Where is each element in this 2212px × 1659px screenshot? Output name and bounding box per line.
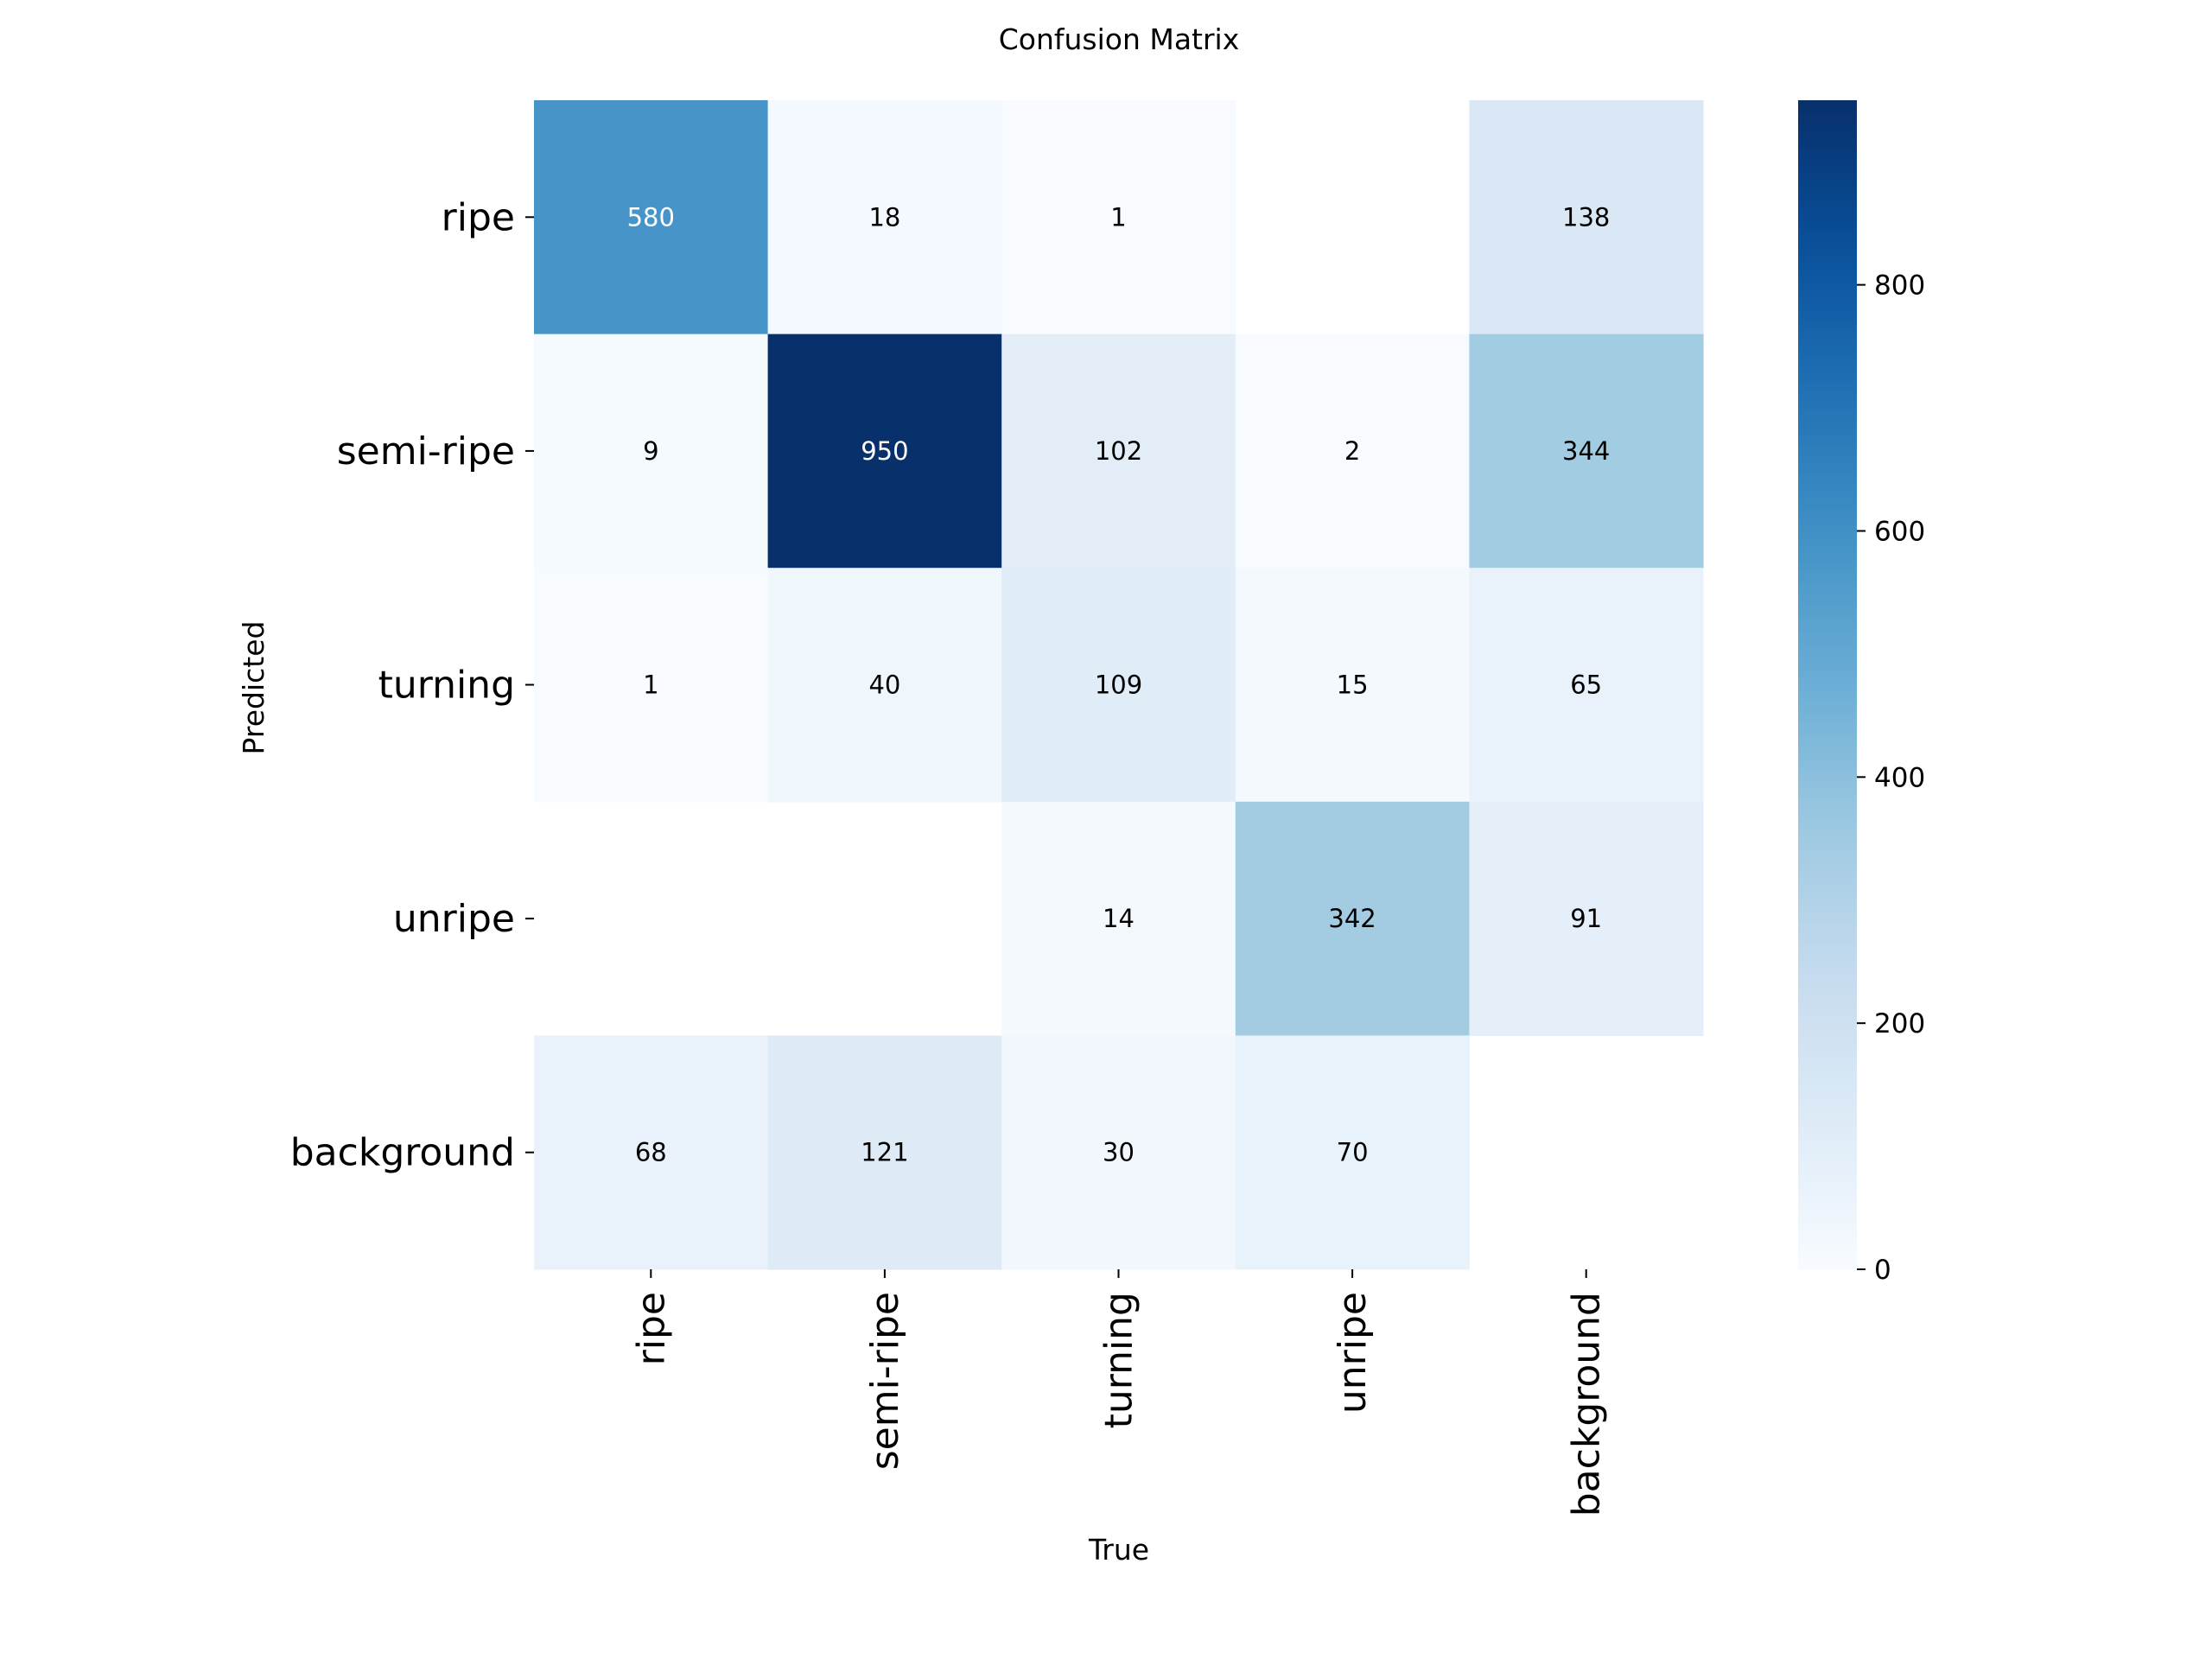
colorbar-gradient [1798, 100, 1857, 1269]
cell-value-label: 344 [1562, 436, 1610, 466]
heatmap-cell-background-unripe [1235, 1035, 1470, 1270]
colorbar-tick-label: 200 [1874, 1008, 1925, 1039]
heatmap-cell-semi-ripe-unripe [1235, 334, 1470, 569]
cell-value-label: 950 [861, 436, 908, 466]
cell-value-label: 40 [868, 671, 900, 700]
cell-value-label: 102 [1095, 436, 1142, 466]
cell-value-label: 91 [1570, 904, 1602, 933]
heatmap-cell-unripe-background [1469, 801, 1704, 1036]
colorbar-tick-label: 0 [1874, 1255, 1891, 1286]
heatmap-cell-turning-semi-ripe [767, 568, 1002, 803]
colorbar: 0 200 400 600 800 [1798, 100, 1925, 1286]
cell-value-label: 30 [1103, 1138, 1135, 1167]
y-tick-label-background: background [290, 1131, 515, 1175]
y-axis: ripe semi-ripe turning unripe background [290, 195, 534, 1175]
heatmap-cell-unripe-turning [1001, 801, 1236, 1036]
x-tick-label-background: background [1565, 1292, 1609, 1516]
heatmap-cells: 580 18 1 138 9 950 102 2 344 1 40 109 15 65 14 342 91 68 1… [534, 100, 1704, 1270]
cell-value-label: 1 [1110, 202, 1126, 232]
cell-value-label: 580 [627, 202, 675, 232]
x-tick-label-semi-ripe: semi-ripe [863, 1292, 907, 1470]
cell-value-label: 65 [1570, 671, 1602, 700]
heatmap-cell-ripe-turning [1001, 100, 1236, 335]
cell-value-label: 109 [1095, 671, 1142, 700]
y-tick-label-semi-ripe: semi-ripe [337, 429, 515, 474]
heatmap-cell-ripe-background [1469, 100, 1704, 335]
heatmap-cell-unripe-unripe [1235, 801, 1470, 1036]
heatmap-cell-background-ripe [534, 1035, 769, 1270]
cell-value-label: 138 [1562, 202, 1610, 232]
heatmap-cell-turning-unripe [1235, 568, 1470, 803]
cell-value-label: 342 [1328, 904, 1376, 933]
chart-title: Confusion Matrix [999, 22, 1240, 56]
heatmap-cell-turning-ripe [534, 568, 769, 803]
heatmap-cell-ripe-semi-ripe [767, 100, 1002, 335]
heatmap-cell-semi-ripe-background [1469, 334, 1704, 569]
heatmap-cell-semi-ripe-semi-ripe [767, 334, 1002, 569]
x-tick-label-ripe: ripe [629, 1292, 673, 1365]
x-axis: ripe semi-ripe turning unripe background [629, 1269, 1609, 1516]
cell-value-label: 15 [1337, 671, 1369, 700]
heatmap-cell-semi-ripe-turning [1001, 334, 1236, 569]
x-tick-label-turning: turning [1097, 1292, 1141, 1428]
cell-value-label: 14 [1103, 904, 1135, 933]
x-axis-title: True [1088, 1533, 1149, 1567]
y-tick-label-unripe: unripe [393, 897, 515, 941]
heatmap-cell-background-semi-ripe [767, 1035, 1002, 1270]
heatmap-cell-turning-turning [1001, 568, 1236, 803]
heatmap-cell-background-turning [1001, 1035, 1236, 1270]
heatmap-cell-semi-ripe-ripe [534, 334, 769, 569]
cell-value-label: 70 [1337, 1138, 1369, 1167]
colorbar-tick-label: 800 [1874, 270, 1925, 302]
heatmap-cell-turning-background [1469, 568, 1704, 803]
cell-value-label: 2 [1344, 436, 1360, 466]
y-tick-label-turning: turning [378, 664, 515, 708]
y-tick-label-ripe: ripe [442, 195, 515, 239]
cell-value-label: 18 [868, 202, 900, 232]
x-tick-label-unripe: unripe [1331, 1292, 1375, 1414]
cell-value-label: 1 [643, 671, 658, 700]
y-axis-title: Predicted [237, 621, 270, 755]
cell-value-label: 9 [643, 436, 658, 466]
colorbar-tick-label: 400 [1874, 762, 1925, 793]
cell-value-label: 121 [861, 1138, 908, 1167]
cell-value-label: 68 [635, 1138, 667, 1167]
heatmap-cell-ripe-ripe [534, 100, 769, 335]
colorbar-tick-label: 600 [1874, 516, 1925, 547]
